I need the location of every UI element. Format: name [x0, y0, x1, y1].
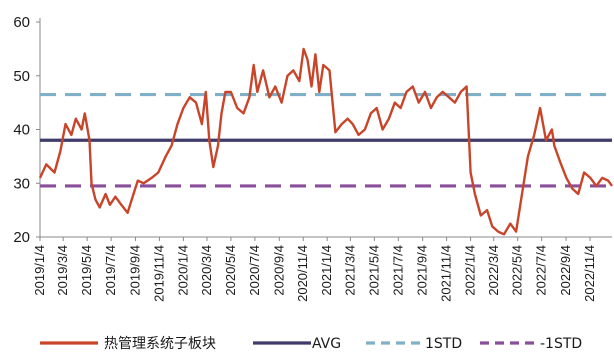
x-tick-label: 2022/7/4	[534, 245, 549, 296]
x-tick-label: 2021/11/4	[439, 245, 454, 302]
legend-label: AVG	[312, 336, 341, 352]
x-tick-label: 2020/7/4	[247, 245, 262, 296]
series	[38, 47, 613, 236]
legend: 热管理系统子板块 AVG 1STD -1STD	[40, 336, 582, 352]
x-tick-label: 2020/5/4	[223, 245, 238, 296]
x-tick-label: 2019/3/4	[55, 245, 70, 296]
x-tick-label: 2021/7/4	[390, 245, 405, 296]
series-line-thermal-management	[38, 47, 613, 236]
y-tick-label: 50	[13, 68, 30, 85]
x-tick-label: 2022/9/4	[558, 245, 573, 296]
x-tick-label: 2022/11/4	[582, 245, 597, 302]
x-axis: 2019/1/4 2019/3/4 2019/5/4 2019/7/4 2019/9/4…	[32, 236, 612, 302]
x-tick-label: 2022/3/4	[486, 245, 501, 296]
x-tick-label: 2019/11/4	[151, 245, 166, 302]
legend-label: 热管理系统子板块	[104, 336, 216, 352]
x-tick-label: 2020/9/4	[271, 245, 286, 296]
x-tick-label: 2020/11/4	[295, 245, 310, 302]
x-tick-label: 2019/7/4	[103, 245, 118, 296]
x-tick-label: 2019/9/4	[127, 245, 142, 296]
x-tick-label: 2021/1/4	[319, 245, 334, 296]
y-tick-label: 20	[13, 229, 30, 246]
legend-label: -1STD	[540, 336, 582, 352]
y-axis: 20 30 40 50 60	[13, 14, 41, 246]
x-tick-label: 2020/3/4	[199, 245, 214, 296]
x-tick-label: 2019/1/4	[32, 245, 47, 296]
x-tick-label: 2021/5/4	[366, 245, 381, 296]
x-tick-label: 2021/3/4	[342, 245, 357, 296]
x-tick-label: 2020/1/4	[175, 245, 190, 296]
x-tick-label: 2022/5/4	[510, 245, 525, 296]
y-tick-label: 60	[13, 14, 30, 31]
y-tick-label: 40	[13, 122, 30, 139]
x-tick-label: 2021/9/4	[415, 245, 430, 296]
y-tick-label: 30	[13, 175, 30, 192]
x-tick-label: 2022/1/4	[463, 245, 478, 296]
x-tick-label: 2019/5/4	[79, 245, 94, 296]
reference-lines	[40, 92, 612, 188]
legend-label: 1STD	[425, 336, 462, 352]
